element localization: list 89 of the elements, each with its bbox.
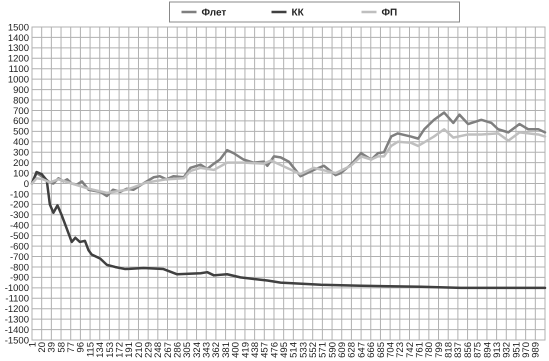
y-tick-label: -300	[10, 210, 29, 222]
x-tick-label: 723	[395, 342, 406, 358]
x-tick-label: 248	[153, 342, 164, 358]
legend-label: КК	[292, 8, 305, 18]
x-tick-label: 590	[327, 342, 338, 358]
x-tick-label: 495	[278, 342, 290, 358]
legend-label: ФП	[382, 8, 398, 18]
y-tick-label: -400	[10, 220, 29, 232]
x-tick-label: 77	[66, 342, 78, 353]
y-tick-label: 1200	[8, 54, 29, 65]
x-tick-label: 20	[37, 342, 48, 353]
x-tick-label: 286	[172, 342, 184, 358]
x-tick-label: 438	[250, 342, 261, 358]
y-tick-label: 1300	[8, 43, 29, 54]
x-tick-label: 970	[520, 342, 532, 358]
y-tick-label: 500	[13, 126, 29, 138]
x-tick-label: 799	[434, 342, 445, 358]
x-tick-label: 115	[85, 342, 96, 358]
line-series	[30, 128, 546, 194]
x-tick-label: 742	[404, 342, 416, 358]
x-tick-label: 400	[230, 342, 242, 358]
x-tick-label: 685	[376, 342, 387, 358]
x-tick-label: 609	[337, 342, 348, 358]
y-tick-label: 300	[13, 148, 29, 159]
y-tick-label: -200	[10, 200, 29, 211]
x-tick-label: 533	[298, 342, 310, 358]
x-tick-label: 134	[95, 342, 106, 358]
x-tick-label: 267	[162, 342, 174, 358]
y-tick-label: -1000	[4, 283, 29, 294]
x-tick-label: 989	[530, 342, 542, 358]
y-tick-label: -700	[10, 252, 29, 263]
x-tick-label: 210	[134, 342, 145, 358]
x-tick-label: 172	[114, 342, 126, 358]
x-tick-label: 818	[444, 342, 455, 358]
x-tick-label: 666	[366, 342, 378, 358]
y-tick-label: -1500	[4, 335, 29, 346]
x-tick-label: 381	[220, 342, 232, 358]
x-tick-label: 305	[182, 342, 194, 358]
y-tick-label: -100	[10, 189, 29, 200]
x-tick-label: 780	[424, 342, 436, 358]
y-tick-label: 400	[13, 137, 29, 148]
x-tick-label: 704	[385, 342, 396, 358]
x-tick-label: 761	[414, 342, 426, 358]
y-tick-label: 800	[13, 95, 29, 106]
x-tick-label: 856	[462, 342, 474, 358]
y-tick-label: -1300	[4, 314, 29, 326]
x-tick-label: 647	[356, 342, 368, 358]
x-tick-label: 362	[211, 342, 222, 358]
x-tick-label: 191	[124, 342, 136, 358]
x-tick-label: 419	[240, 342, 252, 358]
x-tick-label: 552	[308, 342, 320, 358]
y-tick-label: 1100	[8, 64, 29, 76]
y-tick-label: -1100	[5, 294, 29, 305]
line-series	[30, 170, 546, 290]
y-tick-label: 0	[24, 178, 29, 190]
y-tick-label: 100	[13, 168, 29, 180]
x-tick-label: 837	[453, 342, 464, 358]
x-tick-label: 514	[288, 342, 300, 358]
x-tick-label: 324	[192, 342, 203, 358]
y-tick-label: 1500	[8, 22, 29, 34]
y-tick-label: -900	[10, 272, 29, 284]
y-tick-label: 200	[13, 158, 29, 169]
x-tick-label: 894	[482, 342, 494, 358]
x-tick-label: 96	[76, 342, 87, 353]
x-tick-label: 476	[269, 342, 280, 358]
x-tick-label: 628	[346, 342, 358, 358]
y-tick-label: -500	[10, 230, 29, 242]
x-tick-label: 875	[472, 342, 484, 358]
x-tick-label: 571	[318, 342, 329, 358]
y-tick-label: 1000	[8, 74, 29, 86]
y-tick-label: 700	[13, 106, 29, 117]
y-tick-label: -600	[10, 241, 29, 252]
y-tick-label: -1200	[4, 304, 29, 316]
x-tick-label: 457	[260, 342, 271, 358]
x-tick-label: 153	[104, 342, 116, 358]
x-tick-label: 343	[202, 342, 213, 358]
x-tick-label: 39	[46, 342, 58, 353]
y-tick-label: 1400	[8, 32, 29, 44]
y-tick-label: 600	[13, 116, 29, 128]
legend-label: Флет	[202, 8, 226, 18]
y-tick-label: -800	[10, 262, 29, 274]
x-tick-label: 1	[27, 342, 38, 348]
y-tick-label: 900	[13, 84, 29, 96]
x-tick-label: 229	[143, 342, 154, 358]
x-tick-label: 951	[511, 342, 522, 358]
x-tick-label: 58	[56, 342, 68, 353]
x-tick-label: 913	[492, 342, 503, 358]
y-tick-label: -1400	[4, 324, 29, 336]
x-tick-label: 932	[502, 342, 513, 358]
